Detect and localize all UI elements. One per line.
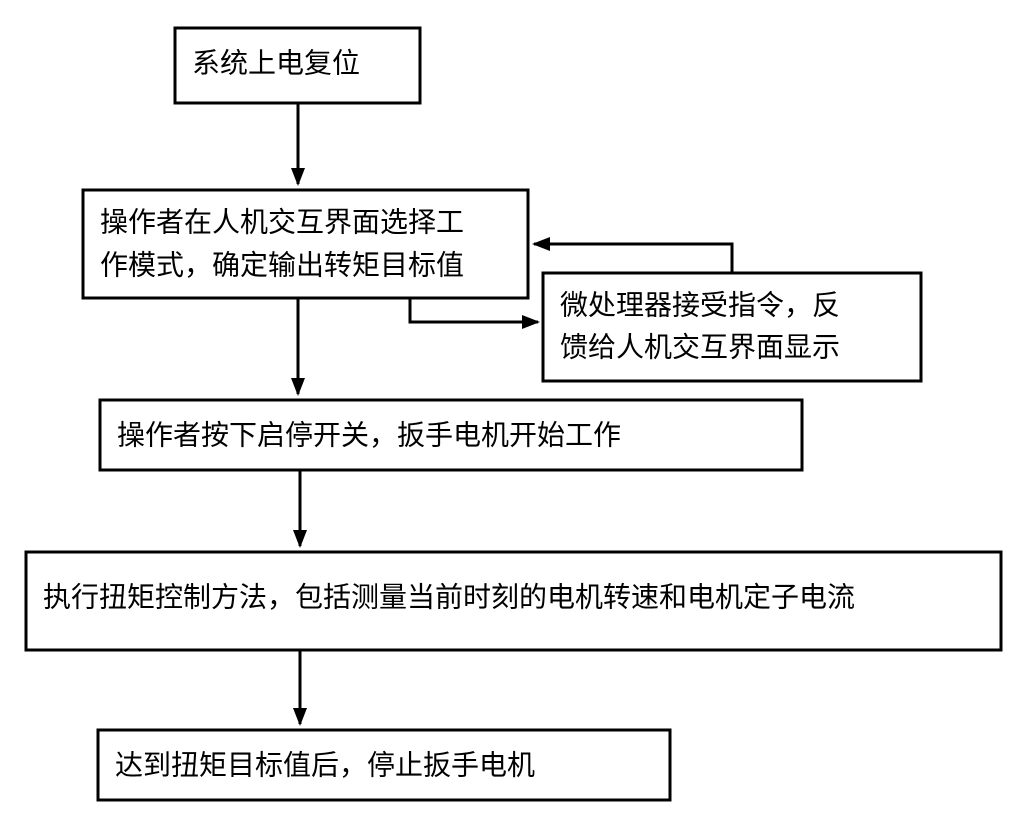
arrowhead-icon [293,530,307,548]
flow-node-n2: 操作者在人机交互界面选择工作模式，确定输出转矩目标值 [83,190,528,298]
flow-edge-e1 [291,103,305,186]
flow-edge-e2 [410,298,540,329]
flow-edge-line [534,244,732,273]
flow-node-text: 馈给人机交互界面显示 [560,331,840,363]
flow-node-text: 操作者按下启停开关，扳手电机开始工作 [117,419,621,451]
flow-edge-e4 [291,298,305,396]
flow-node-n6: 达到扭矩目标值后，停止扳手电机 [98,730,670,800]
flowchart-canvas: 系统上电复位操作者在人机交互界面选择工作模式，确定输出转矩目标值微处理器接受指令… [0,0,1029,836]
flow-node-text: 系统上电复位 [192,47,360,79]
arrowhead-icon [532,237,550,251]
arrowhead-icon [291,378,305,396]
flow-node-text: 执行扭矩控制方法，包括测量当前时刻的电机转速和电机定子电流 [43,581,855,613]
flow-node-box [83,190,528,298]
flow-node-n5: 执行扭矩控制方法，包括测量当前时刻的电机转速和电机定子电流 [26,552,1001,650]
flow-edge-e3 [532,237,732,273]
flow-edge-e5 [293,470,307,548]
arrowhead-icon [293,708,307,726]
arrowhead-icon [522,315,540,329]
flow-node-text: 操作者在人机交互界面选择工 [100,206,464,238]
flow-node-text: 作模式，确定输出转矩目标值 [100,249,464,281]
flow-node-box [543,273,921,381]
flow-node-n4: 操作者按下启停开关，扳手电机开始工作 [100,400,802,470]
flow-edge-e6 [293,650,307,726]
flow-edge-line [410,298,538,322]
flow-node-n1: 系统上电复位 [175,28,420,103]
arrowhead-icon [291,168,305,186]
flow-node-n3: 微处理器接受指令，反馈给人机交互界面显示 [543,273,921,381]
nodes-layer: 系统上电复位操作者在人机交互界面选择工作模式，确定输出转矩目标值微处理器接受指令… [26,28,1001,800]
flow-node-text: 微处理器接受指令，反 [560,289,840,321]
flow-node-text: 达到扭矩目标值后，停止扳手电机 [115,749,535,781]
